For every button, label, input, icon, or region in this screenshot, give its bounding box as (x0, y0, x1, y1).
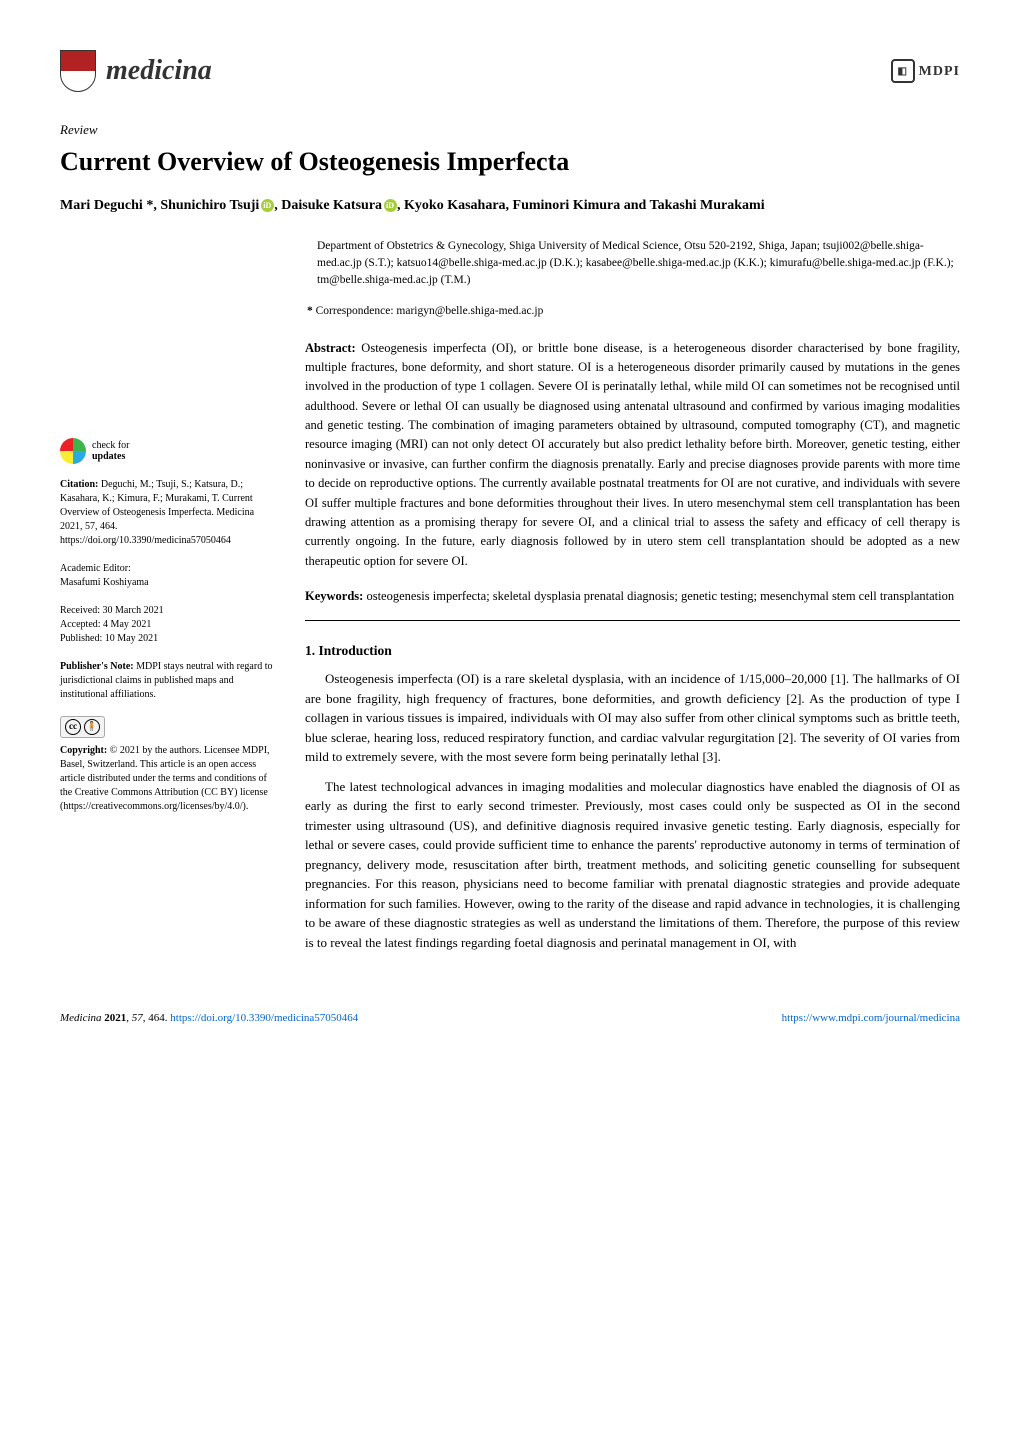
abstract-label: Abstract: (305, 341, 356, 355)
editor-block: Academic Editor: Masafumi Koshiyama (60, 562, 275, 590)
cc-badge-row: cc 🧍 (60, 716, 275, 738)
doi-link[interactable]: https://doi.org/10.3390/medicina57050464 (170, 1012, 358, 1024)
section-1-heading: 1. Introduction (305, 641, 960, 661)
keywords-text: osteogenesis imperfecta; skeletal dyspla… (366, 589, 954, 603)
mdpi-mark-icon: ◧ (891, 59, 915, 83)
check-line1: check for (92, 440, 129, 451)
accepted-line: Accepted: 4 May 2021 (60, 618, 275, 632)
crossref-icon (60, 438, 86, 464)
header-row: medicina ◧ MDPI (60, 50, 960, 92)
correspondence-text: Correspondence: marigyn@belle.shiga-med.… (316, 305, 544, 317)
license-block: cc 🧍 Copyright: © 2021 by the authors. L… (60, 716, 275, 814)
divider-line (305, 620, 960, 621)
correspondence-star: * (307, 305, 313, 317)
pub-note-label: Publisher's Note: (60, 661, 134, 672)
page-container: medicina ◧ MDPI Review Current Overview … (0, 0, 1020, 1057)
citation-label: Citation: (60, 479, 98, 490)
keywords-block: Keywords: osteogenesis imperfecta; skele… (305, 587, 960, 606)
published-line: Published: 10 May 2021 (60, 632, 275, 646)
footer-left: Medicina 2021, 57, 464. https://doi.org/… (60, 1010, 358, 1027)
journal-name: medicina (106, 50, 212, 92)
publisher-name: MDPI (919, 61, 960, 82)
check-updates-text: check for updates (92, 440, 129, 462)
article-title: Current Overview of Osteogenesis Imperfe… (60, 142, 960, 181)
two-column-layout: check for updates Citation: Deguchi, M.;… (60, 238, 960, 963)
authors-line: Mari Deguchi *, Shunichiro Tsuji , Daisuk… (60, 195, 960, 216)
check-updates-block[interactable]: check for updates (60, 438, 275, 464)
journal-logo-block: medicina (60, 50, 212, 92)
publisher-note-block: Publisher's Note: MDPI stays neutral wit… (60, 660, 275, 702)
keywords-label: Keywords: (305, 589, 363, 603)
orcid-icon (261, 199, 274, 212)
journal-shield-icon (60, 50, 96, 92)
publisher-logo: ◧ MDPI (891, 59, 960, 83)
author-rest: , Kyoko Kasahara, Fuminori Kimura and Ta… (397, 198, 765, 213)
received-line: Received: 30 March 2021 (60, 604, 275, 618)
editor-label: Academic Editor: (60, 562, 275, 576)
author-sep: , Daisuke Katsura (274, 198, 382, 213)
correspondence-block: * Correspondence: marigyn@belle.shiga-me… (305, 303, 960, 320)
article-type: Review (60, 120, 960, 140)
section-1-para-1: Osteogenesis imperfecta (OI) is a rare s… (305, 669, 960, 767)
sidebar-spacer (60, 238, 275, 438)
abstract-text: Osteogenesis imperfecta (OI), or brittle… (305, 341, 960, 568)
author-1: Mari Deguchi *, Shunichiro Tsuji (60, 198, 259, 213)
copyright-text-block: Copyright: © 2021 by the authors. Licens… (60, 744, 275, 814)
page-footer: Medicina 2021, 57, 464. https://doi.org/… (60, 992, 960, 1027)
sidebar-column: check for updates Citation: Deguchi, M.;… (60, 238, 275, 963)
abstract-block: Abstract: Osteogenesis imperfecta (OI), … (305, 339, 960, 572)
by-icon: 🧍 (84, 719, 100, 735)
section-1-para-2: The latest technological advances in ima… (305, 777, 960, 953)
main-column: Department of Obstetrics & Gynecology, S… (305, 238, 960, 963)
journal-url-link[interactable]: https://www.mdpi.com/journal/medicina (782, 1012, 960, 1024)
affiliation-block: Department of Obstetrics & Gynecology, S… (305, 238, 960, 290)
orcid-icon (384, 199, 397, 212)
check-line2: updates (92, 451, 129, 462)
check-updates-heading: check for updates (60, 438, 275, 464)
cc-badge: cc 🧍 (60, 716, 105, 738)
cc-icon: cc (65, 719, 81, 735)
editor-name: Masafumi Koshiyama (60, 576, 275, 590)
copyright-label: Copyright: (60, 745, 107, 756)
footer-right: https://www.mdpi.com/journal/medicina (782, 1010, 960, 1027)
dates-block: Received: 30 March 2021 Accepted: 4 May … (60, 604, 275, 646)
citation-block: Citation: Deguchi, M.; Tsuji, S.; Katsur… (60, 478, 275, 548)
